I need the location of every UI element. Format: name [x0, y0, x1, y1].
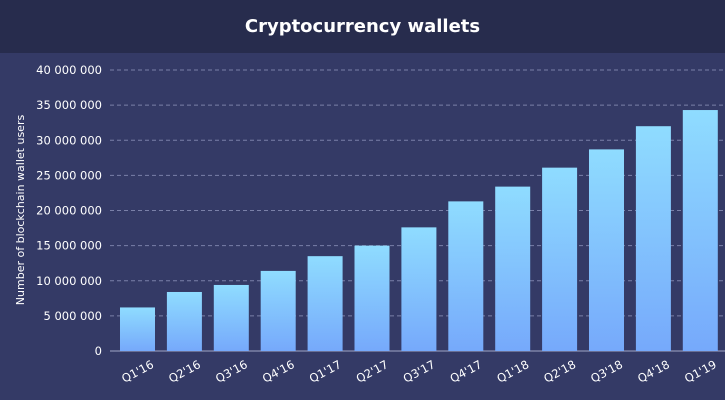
y-tick-label: 5 000 000: [43, 309, 102, 323]
bar: [166, 291, 202, 351]
bar: [213, 284, 249, 351]
bar: [682, 110, 718, 351]
bar: [260, 270, 296, 351]
bar: [542, 167, 578, 351]
x-tick-label: Q2'18: [541, 357, 578, 385]
bar: [401, 227, 437, 351]
bar: [448, 201, 484, 351]
bar: [307, 256, 343, 351]
x-tick-label: Q3'18: [588, 357, 625, 385]
x-tick-label: Q3'16: [213, 357, 250, 385]
y-tick-label: 35 000 000: [36, 98, 102, 112]
bar: [120, 307, 155, 351]
x-tick-label: Q1'16: [119, 357, 156, 385]
y-tick-label: 40 000 000: [36, 63, 102, 77]
x-tick-label: Q3'17: [401, 357, 438, 385]
x-tick-label: Q4'16: [260, 357, 297, 385]
x-tick-label: Q2'17: [354, 357, 391, 385]
y-tick-label: 30 000 000: [36, 133, 102, 147]
bar: [495, 186, 531, 351]
x-tick-label: Q4'17: [448, 357, 485, 385]
x-tick-label: Q1'18: [494, 357, 531, 385]
y-tick-label: 10 000 000: [36, 274, 102, 288]
bar: [589, 149, 624, 351]
y-axis-label: Number of blockchain wallet users: [14, 115, 27, 306]
x-tick-label: Q2'16: [166, 357, 203, 385]
y-tick-label: 15 000 000: [36, 239, 102, 253]
y-tick-label: 25 000 000: [36, 168, 102, 182]
x-tick-label: Q1'17: [307, 357, 344, 385]
bar: [354, 245, 390, 351]
bar: [635, 126, 671, 351]
y-tick-label: 0: [95, 344, 102, 358]
x-tick-label: Q4'18: [635, 357, 672, 385]
chart-title: Cryptocurrency wallets: [0, 0, 725, 53]
x-tick-label: Q1'19: [682, 357, 719, 385]
y-tick-label: 20 000 000: [36, 204, 102, 218]
